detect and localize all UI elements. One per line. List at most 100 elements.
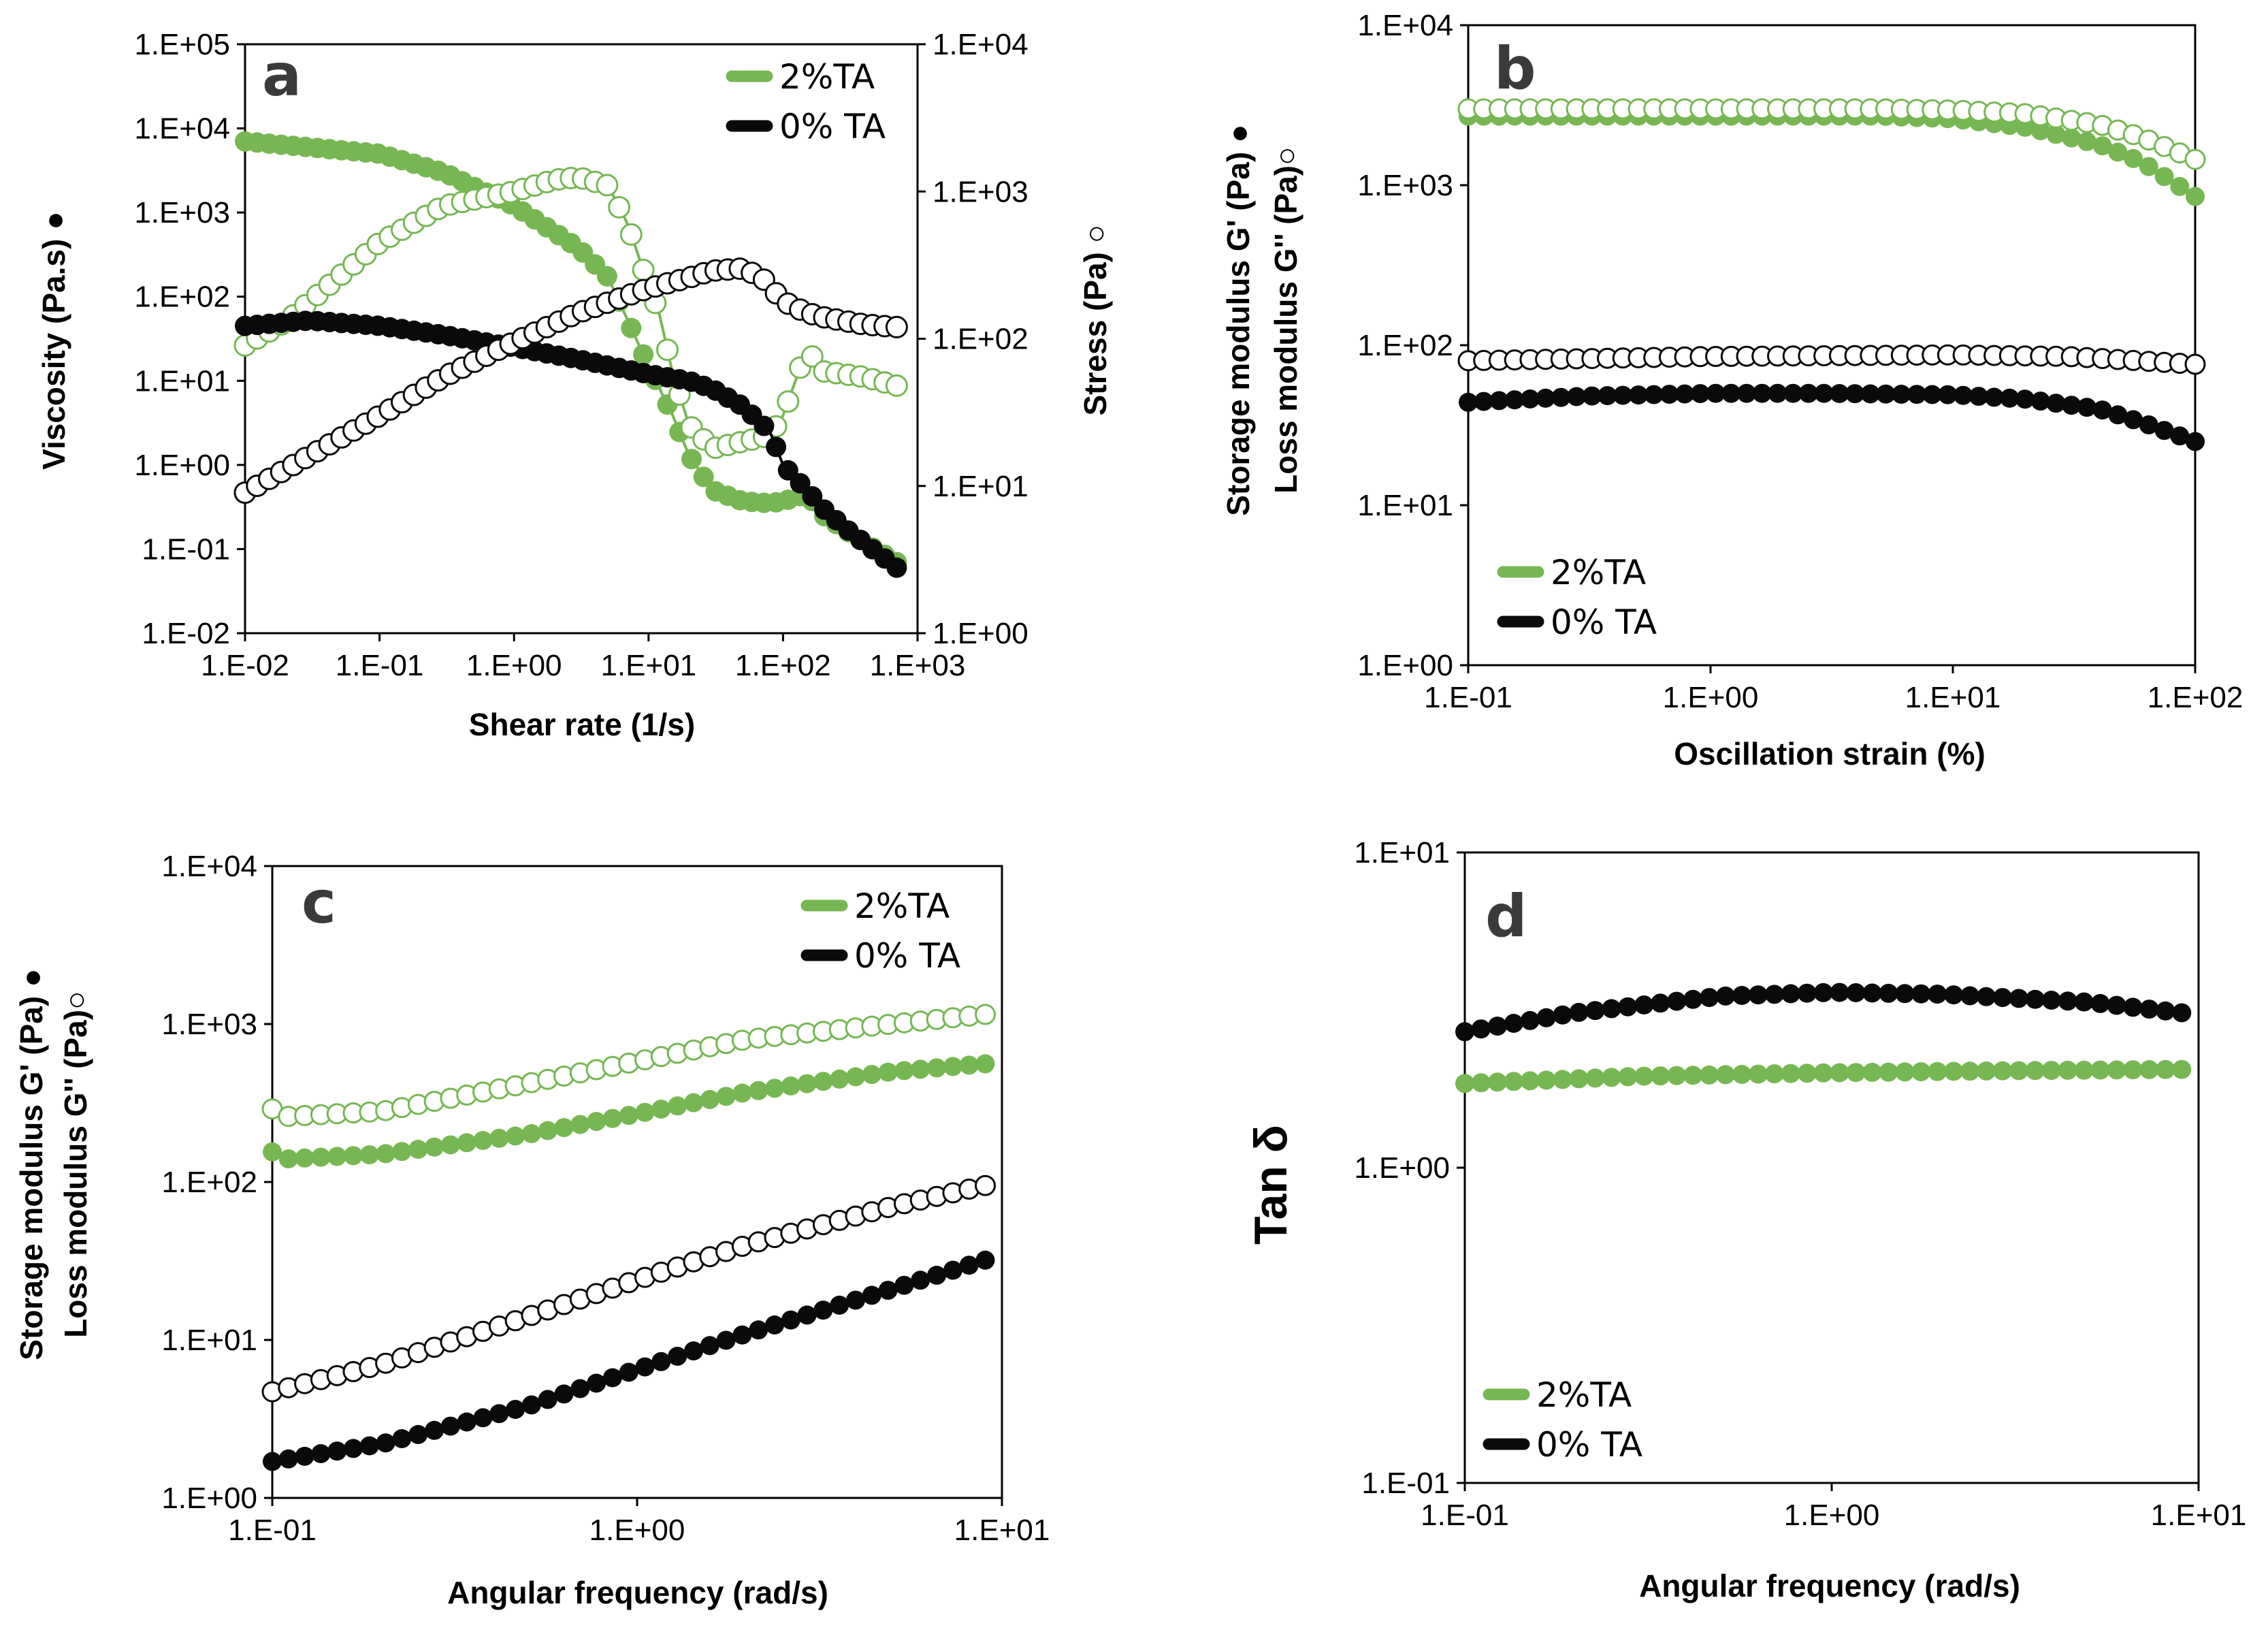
- data-point: [2154, 421, 2174, 441]
- data-point: [521, 1395, 541, 1415]
- data-point: [797, 1074, 817, 1093]
- x-tick-label: 1.E+00: [1663, 681, 1759, 714]
- data-point: [344, 1439, 363, 1458]
- data-point: [1783, 383, 1803, 403]
- data-point: [1487, 1017, 1507, 1036]
- panel-a-letter: a: [262, 42, 302, 110]
- data-point: [608, 195, 631, 219]
- data-point: [777, 390, 800, 413]
- data-point: [425, 1420, 444, 1440]
- y-tick-label: 1.E+01: [1357, 489, 1453, 522]
- data-point: [635, 1102, 655, 1122]
- data-point: [1471, 1073, 1491, 1093]
- data-point: [1830, 384, 1849, 403]
- data-point: [1860, 384, 1880, 404]
- y2-tick-label: 1.E+00: [933, 617, 1028, 650]
- data-point: [2062, 128, 2081, 148]
- y2-tick-label: 1.E+02: [933, 323, 1028, 356]
- data-point: [1748, 985, 1768, 1005]
- data-point: [797, 1305, 817, 1325]
- data-point: [1764, 985, 1784, 1004]
- series-0TA-G: [1459, 383, 2205, 451]
- legend-label: 2%TA: [854, 886, 950, 926]
- data-point: [1895, 984, 1915, 1004]
- data-point: [1748, 1064, 1768, 1084]
- data-point: [2046, 394, 2066, 413]
- panel-c-ylabel2: Loss modulus G'' (Pa)○: [58, 991, 93, 1338]
- data-point: [1553, 1070, 1572, 1089]
- data-point: [1618, 1067, 1638, 1087]
- data-point: [1504, 1072, 1523, 1091]
- data-point: [359, 1436, 379, 1456]
- panel-c-ylabel: Storage modulus G' (Pa) ●: [14, 968, 49, 1360]
- data-point: [700, 1089, 719, 1109]
- data-point: [1567, 387, 1587, 406]
- data-point: [1993, 988, 2012, 1008]
- data-point: [570, 1115, 590, 1134]
- data-point: [1651, 1066, 1670, 1086]
- data-point: [749, 1081, 768, 1100]
- y-tick-label: 1.E+03: [134, 196, 230, 229]
- legend: 2%TA 0% TA: [800, 886, 960, 976]
- data-point: [602, 1368, 622, 1388]
- data-point: [621, 317, 642, 338]
- data-point: [1862, 983, 1882, 1003]
- data-point: [1659, 385, 1679, 404]
- data-point: [1895, 1062, 1915, 1082]
- data-point: [327, 1441, 347, 1461]
- data-point: [1797, 1064, 1817, 1083]
- data-point: [1969, 387, 1988, 406]
- data-point: [1813, 1063, 1833, 1083]
- data-point: [1732, 1065, 1751, 1084]
- panel-b-xlabel: Oscillation strain (%): [1674, 736, 1986, 771]
- data-point: [732, 1083, 752, 1103]
- data-point: [1879, 1062, 1898, 1082]
- data-point: [1683, 1066, 1703, 1085]
- data-point: [2186, 432, 2205, 451]
- panel-a-xlabel: Shear rate (1/s): [469, 707, 695, 742]
- x-tick-label: 1.E-01: [336, 649, 424, 682]
- data-point: [1846, 1063, 1866, 1083]
- data-point: [943, 1260, 962, 1280]
- data-point: [538, 1121, 557, 1140]
- data-point: [668, 1096, 687, 1116]
- data-point: [1553, 1005, 1572, 1025]
- data-point: [1569, 1002, 1589, 1022]
- data-point: [1928, 1061, 1947, 1081]
- data-point: [2000, 388, 2020, 408]
- data-point: [1892, 385, 1911, 404]
- data-point: [1944, 1061, 1964, 1081]
- data-point: [1455, 1022, 1474, 1042]
- data-point: [473, 1131, 493, 1150]
- data-point: [602, 1108, 622, 1128]
- data-point: [846, 1290, 865, 1310]
- data-point: [263, 1452, 282, 1471]
- y-tick-label: 1.E+04: [1357, 9, 1453, 42]
- x-tick-label: 1.E-01: [1421, 1499, 1509, 1532]
- data-point: [538, 1390, 557, 1409]
- data-point: [1585, 1001, 1605, 1021]
- data-point: [2090, 993, 2110, 1013]
- data-point: [278, 1449, 298, 1469]
- y-tick-label: 1.E+00: [161, 1482, 257, 1515]
- data-point: [1683, 989, 1703, 1009]
- data-point: [1634, 995, 1654, 1014]
- data-point: [1613, 385, 1633, 405]
- data-point: [1644, 385, 1664, 404]
- data-point: [440, 1135, 460, 1155]
- x-tick-label: 1.E-02: [201, 649, 289, 682]
- panel-d-ylabel: Tan δ: [1245, 1125, 1297, 1245]
- data-point: [684, 1093, 703, 1113]
- data-point: [911, 1059, 930, 1079]
- legend-label: 0% TA: [1551, 603, 1657, 642]
- data-point: [633, 344, 654, 365]
- y-tick-label: 1.E+04: [161, 850, 257, 883]
- data-point: [1721, 383, 1741, 403]
- data-point: [1797, 983, 1817, 1003]
- data-point: [2172, 1003, 2192, 1023]
- data-point: [1651, 993, 1670, 1013]
- x-tick-label: 1.E+02: [735, 649, 831, 682]
- data-point: [2139, 157, 2158, 176]
- data-point: [1675, 384, 1695, 404]
- data-point: [295, 1148, 314, 1168]
